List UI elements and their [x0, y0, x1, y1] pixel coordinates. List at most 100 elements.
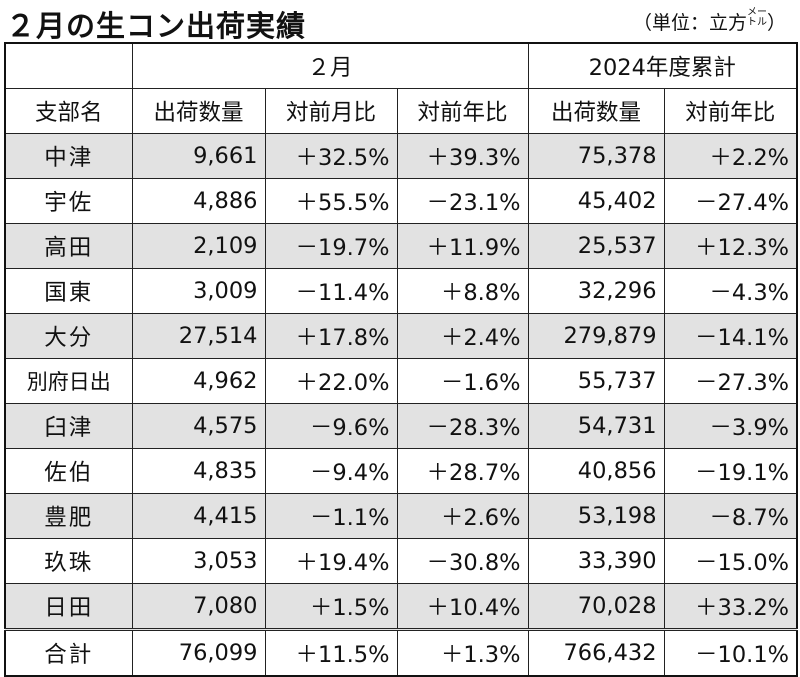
col-header-cum-yoy: 対前年比	[663, 88, 798, 134]
cell-mom: ＋55.5%	[264, 178, 398, 224]
cell-yoy: －28.3%	[396, 403, 529, 449]
cell-cum-shipments: 53,198	[527, 493, 665, 539]
cell-mom: ＋11.5%	[264, 628, 398, 677]
cell-yoy: －30.8%	[396, 538, 529, 584]
cell-shipments: 27,514	[131, 313, 266, 359]
unit-prefix: （単位：立方	[632, 12, 747, 34]
cell-cum-yoy: ＋12.3%	[663, 223, 798, 269]
cell-cum-yoy: －8.7%	[663, 493, 798, 539]
cell-cum-yoy: －27.3%	[663, 358, 798, 404]
table-row: 中津 9,661 ＋32.5% ＋39.3% 75,378 ＋2.2%	[4, 133, 798, 179]
cell-branch-name: 日田	[4, 583, 133, 630]
shipment-table: ２月 2024年度累計 支部名 出荷数量 対前月比 対前年比 出荷数量 対前年比…	[4, 42, 799, 677]
page-title: ２月の生コン出荷実績	[6, 9, 307, 43]
cell-branch-name: 合計	[4, 628, 133, 677]
total-row: 合計 76,099 ＋11.5% ＋1.3% 766,432 －10.1%	[4, 628, 798, 677]
cell-cum-yoy: －10.1%	[663, 628, 798, 677]
cell-branch-name: 別府日出	[4, 358, 133, 404]
group-header-row: ２月 2024年度累計	[4, 42, 798, 89]
cell-branch-name: 臼津	[4, 403, 133, 449]
cell-yoy: ＋8.8%	[396, 268, 529, 314]
cell-mom: ＋32.5%	[264, 133, 398, 179]
blank-corner	[4, 42, 133, 89]
cell-yoy: ＋1.3%	[396, 628, 529, 677]
cell-branch-name: 中津	[4, 133, 133, 179]
cell-cum-shipments: 55,737	[527, 358, 665, 404]
col-header-branch: 支部名	[4, 88, 133, 134]
header: ２月の生コン出荷実績 （単位：立方メー トル）	[0, 0, 800, 44]
cell-cum-shipments: 40,856	[527, 448, 665, 494]
cell-cum-yoy: ＋2.2%	[663, 133, 798, 179]
cell-cum-shipments: 70,028	[527, 583, 665, 630]
table-row: 玖珠 3,053 ＋19.4% －30.8% 33,390 －15.0%	[4, 538, 798, 584]
cell-branch-name: 高田	[4, 223, 133, 269]
cell-branch-name: 玖珠	[4, 538, 133, 584]
cell-branch-name: 大分	[4, 313, 133, 359]
cell-yoy: ＋39.3%	[396, 133, 529, 179]
table-body: 中津 9,661 ＋32.5% ＋39.3% 75,378 ＋2.2% 宇佐 4,886 ＋55…	[4, 133, 798, 677]
col-header-cum-shipments: 出荷数量	[527, 88, 665, 134]
cell-shipments: 7,080	[131, 583, 266, 630]
unit-note: （単位：立方メー トル）	[633, 8, 786, 35]
cell-shipments: 4,575	[131, 403, 266, 449]
cell-branch-name: 国東	[4, 268, 133, 314]
cell-shipments: 4,886	[131, 178, 266, 224]
table-row: 臼津 4,575 －9.6% －28.3% 54,731 －3.9%	[4, 403, 798, 449]
cell-cum-yoy: ＋33.2%	[663, 583, 798, 630]
unit-kana-top: メー	[746, 7, 767, 18]
cell-cum-yoy: －4.3%	[663, 268, 798, 314]
cell-cum-shipments: 54,731	[527, 403, 665, 449]
cell-branch-name: 佐伯	[4, 448, 133, 494]
column-header-row: 支部名 出荷数量 対前月比 対前年比 出荷数量 対前年比	[4, 88, 798, 134]
unit-kana: メー トル	[747, 8, 767, 28]
cell-shipments: 76,099	[131, 628, 266, 677]
unit-suffix: ）	[766, 12, 786, 34]
table-row: 国東 3,009 －11.4% ＋8.8% 32,296 －4.3%	[4, 268, 798, 314]
table-row: 佐伯 4,835 －9.4% ＋28.7% 40,856 －19.1%	[4, 448, 798, 494]
col-header-yoy: 対前年比	[396, 88, 529, 134]
cell-yoy: －23.1%	[396, 178, 529, 224]
cell-mom: －9.6%	[264, 403, 398, 449]
cell-branch-name: 豊肥	[4, 493, 133, 539]
cell-mom: －11.4%	[264, 268, 398, 314]
cell-cum-yoy: －14.1%	[663, 313, 798, 359]
cell-cum-shipments: 32,296	[527, 268, 665, 314]
cell-cum-shipments: 766,432	[527, 628, 665, 677]
cell-mom: ＋22.0%	[264, 358, 398, 404]
cell-cum-yoy: －15.0%	[663, 538, 798, 584]
cell-shipments: 9,661	[131, 133, 266, 179]
group-header-cumulative: 2024年度累計	[527, 42, 798, 89]
table-row: 高田 2,109 －19.7% ＋11.9% 25,537 ＋12.3%	[4, 223, 798, 269]
col-header-mom: 対前月比	[264, 88, 398, 134]
table-row: 大分 27,514 ＋17.8% ＋2.4% 279,879 －14.1%	[4, 313, 798, 359]
cell-mom: ＋19.4%	[264, 538, 398, 584]
cell-cum-shipments: 33,390	[527, 538, 665, 584]
unit-kana-bottom: トル	[746, 17, 767, 28]
cell-mom: －9.4%	[264, 448, 398, 494]
cell-cum-yoy: －19.1%	[663, 448, 798, 494]
cell-shipments: 4,835	[131, 448, 266, 494]
table-row: 日田 7,080 ＋1.5% ＋10.4% 70,028 ＋33.2%	[4, 583, 798, 630]
col-header-shipments: 出荷数量	[131, 88, 266, 134]
cell-mom: －1.1%	[264, 493, 398, 539]
cell-yoy: ＋10.4%	[396, 583, 529, 630]
cell-shipments: 4,415	[131, 493, 266, 539]
cell-yoy: ＋11.9%	[396, 223, 529, 269]
cell-cum-shipments: 279,879	[527, 313, 665, 359]
table-row: 別府日出 4,962 ＋22.0% －1.6% 55,737 －27.3%	[4, 358, 798, 404]
cell-yoy: ＋2.4%	[396, 313, 529, 359]
cell-branch-name: 宇佐	[4, 178, 133, 224]
cell-shipments: 3,053	[131, 538, 266, 584]
cell-cum-yoy: －27.4%	[663, 178, 798, 224]
cell-yoy: ＋28.7%	[396, 448, 529, 494]
table-row: 豊肥 4,415 －1.1% ＋2.6% 53,198 －8.7%	[4, 493, 798, 539]
group-header-month: ２月	[131, 42, 529, 89]
cell-cum-shipments: 45,402	[527, 178, 665, 224]
cell-mom: ＋1.5%	[264, 583, 398, 630]
cell-shipments: 4,962	[131, 358, 266, 404]
cell-yoy: －1.6%	[396, 358, 529, 404]
cell-shipments: 3,009	[131, 268, 266, 314]
cell-yoy: ＋2.6%	[396, 493, 529, 539]
cell-cum-shipments: 75,378	[527, 133, 665, 179]
cell-mom: －19.7%	[264, 223, 398, 269]
